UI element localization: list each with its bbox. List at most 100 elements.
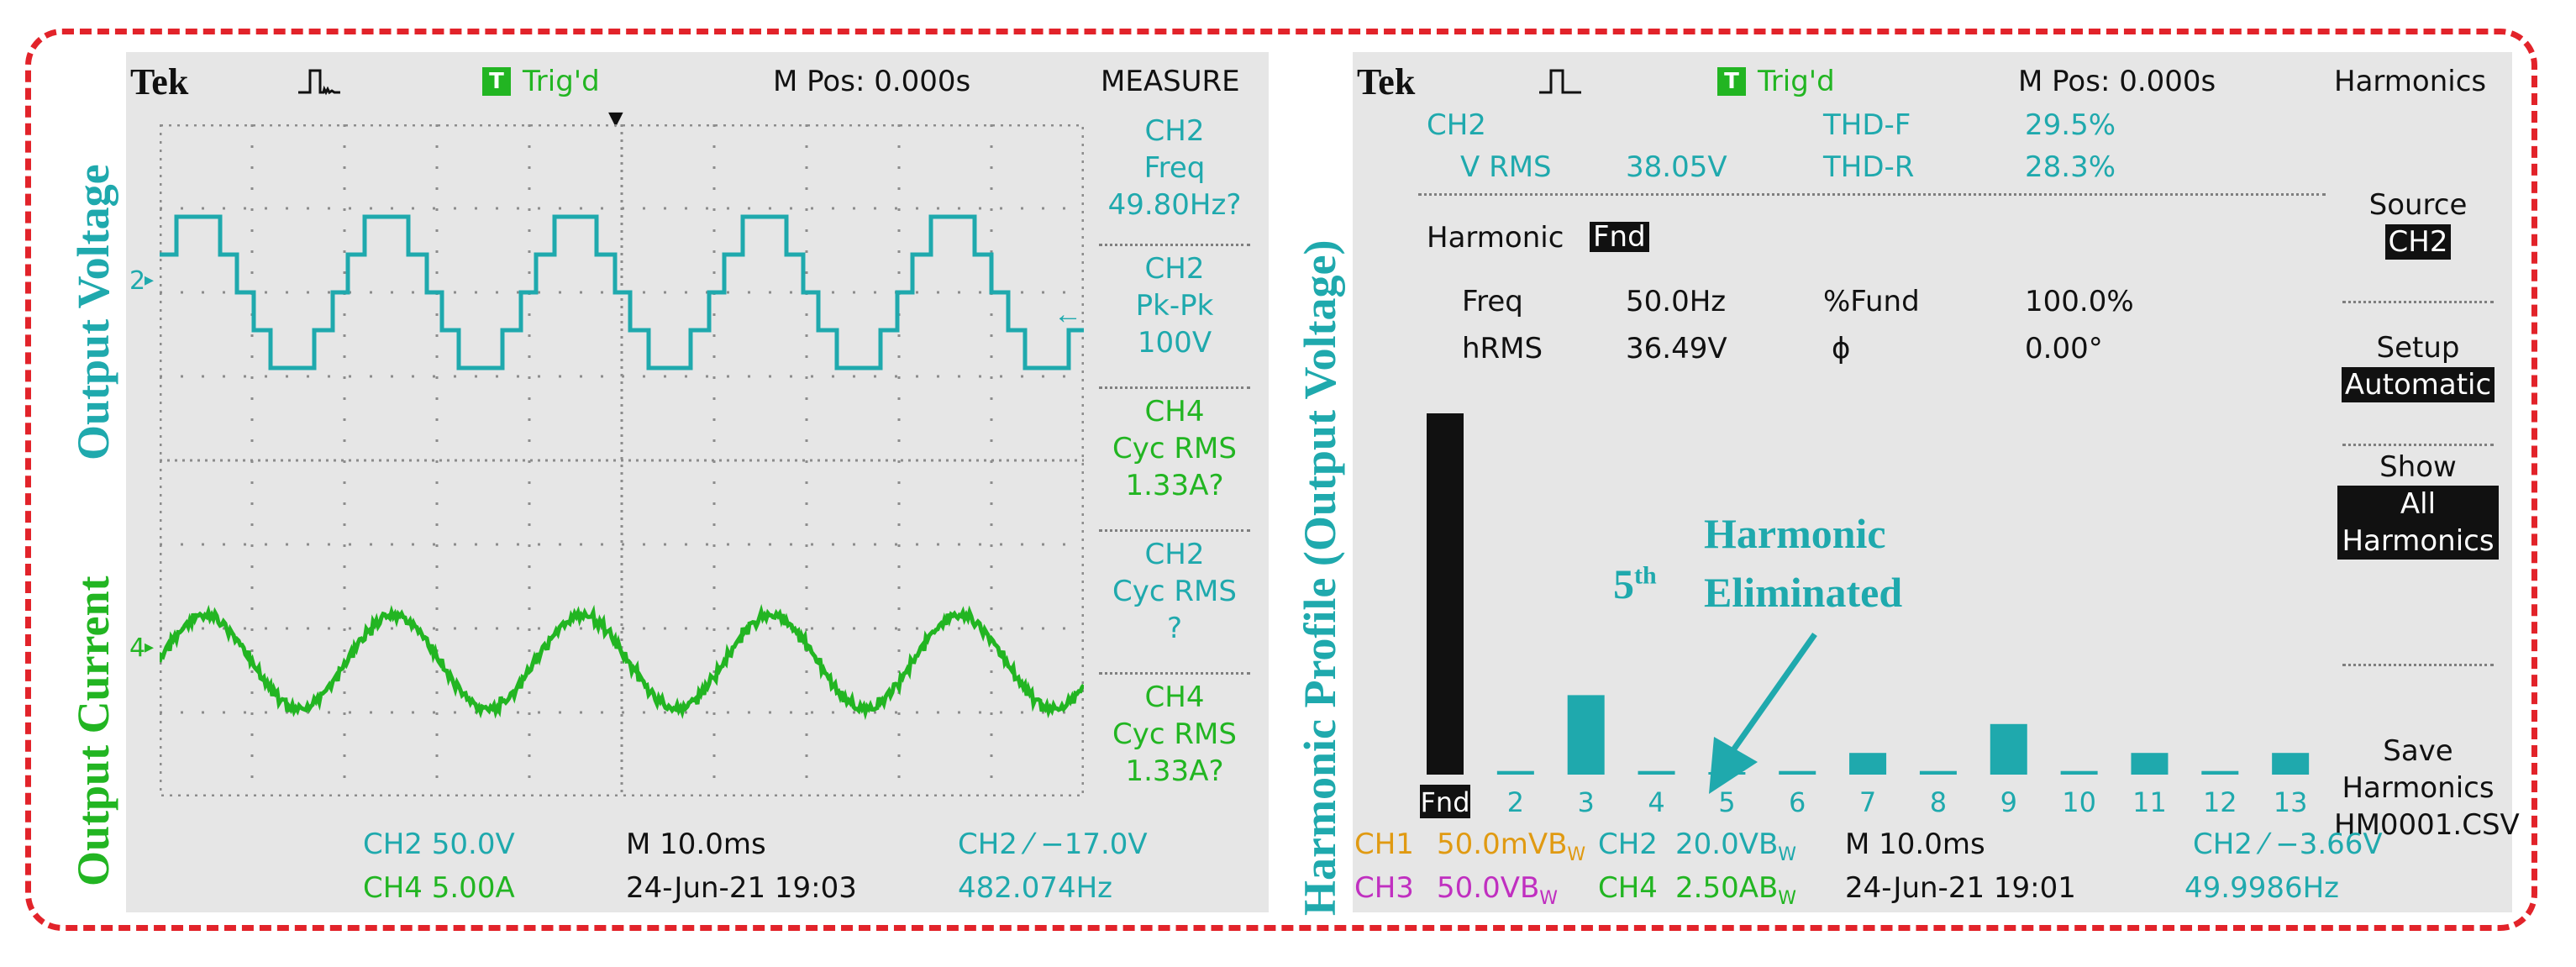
harmonic-label: Harmonic	[1427, 221, 1564, 255]
info-thdf-label: THD-F	[1823, 108, 1911, 142]
ch4-current-trace	[160, 603, 1084, 721]
info-thdf-value: 29.5%	[2025, 108, 2116, 142]
hrms-value: 36.49V	[1626, 332, 1727, 365]
setup-menu-item[interactable]: Setup Automatic	[2334, 329, 2502, 403]
output-current-label: Output Current	[68, 575, 118, 886]
left-trigger-arrow: ▼	[603, 105, 628, 133]
right-oscilloscope-screen: Tek T Trig'd M Pos: 0.000s Harmonics CH2…	[1353, 52, 2520, 912]
right-ch4-label: CH4	[1598, 871, 1658, 905]
harmonic-bar-4	[1638, 770, 1675, 775]
info-divider	[1418, 193, 2326, 196]
harmonic-bar-8	[1919, 770, 1957, 775]
harmonic-tick-label-13: 13	[2274, 786, 2308, 818]
left-menu-title: MEASURE	[1101, 65, 1240, 98]
left-oscilloscope-screen: Tek T Trig'd M Pos: 0.000s MEASURE ▼ 2 ▸…	[126, 52, 1269, 912]
measure-1[interactable]: CH2 Freq 49.80Hz?	[1107, 114, 1242, 222]
fund-label: %Fund	[1823, 285, 1920, 318]
source-menu-item[interactable]: Source CH2	[2368, 188, 2468, 260]
harmonic-tick-label-10: 10	[2062, 786, 2096, 818]
annotation-word2: Eliminated	[1704, 569, 1903, 616]
harmonic-tick-label-9: 9	[2000, 786, 2017, 818]
annotation-arrow-icon	[1709, 632, 1817, 794]
harmonic-tick-label-5: 5	[1718, 786, 1735, 818]
right-ch3-label: CH3	[1354, 871, 1414, 905]
right-time-scale: M 10.0ms	[1845, 828, 1985, 861]
harmonics-menu: Source CH2 Setup Automatic Show All Harm…	[2334, 109, 2520, 849]
measure-3[interactable]: CH4 Cyc RMS 1.33A?	[1112, 395, 1237, 502]
harmonic-tick-label-Fnd: Fnd	[1421, 786, 1470, 818]
left-m-pos: M Pos: 0.000s	[773, 65, 971, 98]
fund-value: 100.0%	[2025, 285, 2134, 318]
left-trig-badge: T	[482, 67, 511, 96]
left-trig-status: Trig'd	[523, 65, 600, 98]
harmonic-tick-label-2: 2	[1507, 786, 1524, 818]
right-ch2-label: CH2	[1598, 828, 1658, 861]
harmonic-tick-label-7: 7	[1859, 786, 1876, 818]
info-vrms-value: 38.05V	[1626, 150, 1727, 184]
left-pulse-icon	[298, 69, 340, 96]
right-ch1-scale: 50.0mVBW	[1437, 828, 1586, 865]
harmonic-bar-12	[2201, 770, 2239, 775]
measure-4[interactable]: CH2 Cyc RMS?	[1112, 538, 1237, 645]
harmonic-bar-6	[1779, 770, 1816, 775]
harmonic-tick-label-8: 8	[1930, 786, 1947, 818]
right-menu-title: Harmonics	[2334, 65, 2487, 98]
right-trigger-readout: CH2 ⁄ −3.66V	[2193, 828, 2383, 861]
left-datetime: 24-Jun-21 19:03	[626, 871, 857, 905]
phase-value: 0.00°	[2025, 332, 2103, 365]
harmonic-tick-label-6: 6	[1789, 786, 1806, 818]
info-thdr-value: 28.3%	[2025, 150, 2116, 184]
harmonic-tick-label-3: 3	[1578, 786, 1595, 818]
left-time-scale: M 10.0ms	[626, 828, 766, 861]
left-ch4-scale: CH4 5.00A	[363, 871, 515, 905]
info-ch: CH2	[1427, 108, 1486, 142]
measure-2[interactable]: CH2 Pk-Pk 100V	[1135, 252, 1214, 360]
right-trig-status: Trig'd	[1758, 65, 1835, 98]
left-freq-readout: 482.074Hz	[958, 871, 1113, 905]
harmonic-bar-9	[1990, 723, 2027, 775]
right-ch1-label: CH1	[1354, 828, 1414, 861]
right-datetime: 24-Jun-21 19:01	[1845, 871, 2076, 905]
output-voltage-label: Output Voltage	[68, 164, 118, 460]
harmonic-tick-label-11: 11	[2132, 786, 2167, 818]
left-trigger-readout: CH2 ⁄ −17.0V	[958, 828, 1148, 861]
fnd-tick-highlight	[1420, 785, 1470, 818]
annotation-order: 5th	[1613, 560, 1657, 607]
right-m-pos: M Pos: 0.000s	[2018, 65, 2216, 98]
left-brand: Tek	[130, 61, 189, 102]
ch2-level-marker: 2	[129, 266, 146, 296]
dashed-frame	[25, 29, 2537, 931]
harmonic-profile-label: Harmonic Profile (Output Voltage)	[1295, 239, 1345, 916]
harmonic-bar-chart: Fnd 2 3 4 5 6 7 8 9 10 11 12 13	[1420, 413, 2310, 818]
right-freq-readout: 49.9986Hz	[2184, 871, 2340, 905]
harmonic-bar-10	[2060, 770, 2098, 775]
show-menu-item[interactable]: Show All Harmonics	[2334, 449, 2502, 560]
freq-value: 50.0Hz	[1626, 285, 1727, 318]
right-ch2-scale: 20.0VBW	[1675, 828, 1797, 865]
harmonic-bar-7	[1849, 753, 1887, 775]
ch4-level-marker: 4	[129, 633, 146, 663]
right-brand: Tek	[1357, 61, 1416, 102]
hrms-label: hRMS	[1462, 332, 1543, 365]
left-waveform-graticule	[160, 124, 1084, 796]
phase-label: ϕ	[1832, 332, 1851, 365]
harmonic-bar-3	[1567, 695, 1605, 775]
freq-label: Freq	[1462, 285, 1523, 318]
harmonic-bar-Fnd	[1427, 413, 1464, 775]
right-ch4-scale: 2.50ABW	[1675, 871, 1797, 909]
harmonic-bar-2	[1496, 770, 1534, 775]
right-ch3-scale: 50.0VBW	[1437, 871, 1559, 909]
harmonic-selected-value[interactable]: Fnd	[1590, 222, 1649, 252]
info-thdr-label: THD-R	[1823, 150, 1915, 184]
right-pulse-icon	[1539, 69, 1581, 94]
annotation-word1: Harmonic	[1704, 510, 1886, 557]
measure-5[interactable]: CH4 Cyc RMS 1.33A?	[1112, 681, 1237, 788]
harmonic-tick-label-4: 4	[1648, 786, 1664, 818]
measure-menu: CH2 Freq 49.80Hz? CH2 Pk-Pk 100V CH4 Cyc RMS 1…	[1091, 109, 1259, 798]
trigger-level-arrow-icon: ←	[1054, 298, 1082, 330]
harmonic-bar-11	[2131, 753, 2169, 775]
harmonic-bar-13	[2272, 753, 2310, 775]
left-ch2-scale: CH2 50.0V	[363, 828, 515, 861]
ch2-marker-arrow-icon: ▸	[145, 269, 155, 290]
save-harmonics-menu-item[interactable]: Save Harmonics HM0001.CSV	[2334, 734, 2520, 842]
